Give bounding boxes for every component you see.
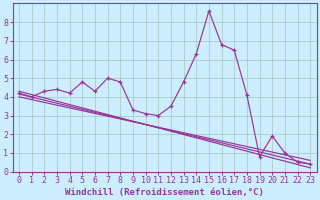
X-axis label: Windchill (Refroidissement éolien,°C): Windchill (Refroidissement éolien,°C) (65, 188, 264, 197)
